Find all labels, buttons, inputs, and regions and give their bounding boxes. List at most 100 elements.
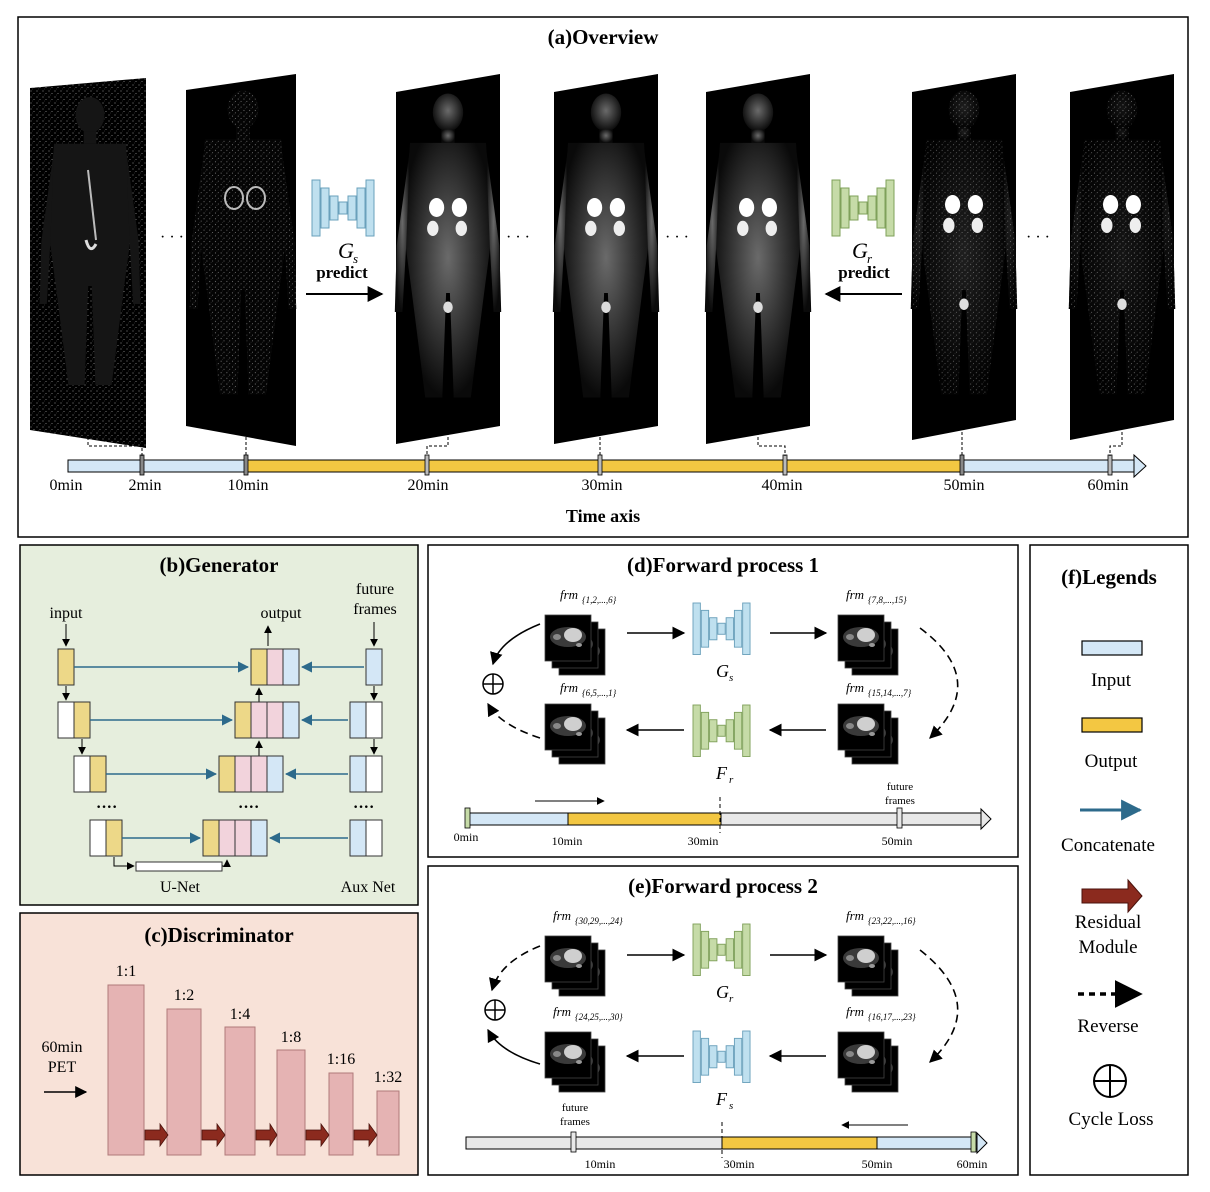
legend-residual-arrow — [1081, 878, 1143, 914]
gr-sub: r — [867, 251, 873, 266]
pet-image-3 — [552, 74, 660, 444]
legend-reverse-label: Reverse — [1077, 1016, 1138, 1037]
fwd2-tick-10min: 10min — [585, 1157, 616, 1171]
fwd1-arrows — [487, 623, 959, 739]
pet-image-5 — [910, 74, 1018, 440]
gen-future-label-1: future — [356, 581, 394, 598]
tick-20min: 20min — [408, 477, 449, 494]
ellipsis-1: · · · — [160, 229, 184, 246]
fwd2-frm-tl-sub: {30,29,...,24} — [575, 916, 623, 926]
discriminator-bars — [107, 984, 400, 1156]
fwd2-bottom-net-sub: s — [729, 1100, 733, 1112]
fwd1-frm-tl-prefix: frm — [560, 587, 578, 602]
aux-net-label: Aux Net — [341, 879, 396, 896]
legend-concatenate-label: Concatenate — [1061, 835, 1155, 856]
fwd2-future-1: future — [562, 1102, 588, 1114]
gen-dots-mid: ···· — [238, 799, 259, 816]
legend-cycle-loss-icon — [1093, 1064, 1127, 1098]
ellipsis-4: · · · — [1026, 229, 1050, 246]
tick-60min: 60min — [1088, 477, 1129, 494]
fwd1-cycle-loss-icon — [482, 673, 504, 695]
pet-image-6 — [1068, 74, 1176, 440]
gen-dots-left: ···· — [96, 799, 117, 816]
fwd2-bottom-net-label: F — [715, 1089, 728, 1109]
fwd1-frm-bl-sub: {6,5,...,1} — [582, 688, 617, 698]
discriminator-title: (c)Discriminator — [144, 923, 293, 947]
fwd1-frm-br-sub: {15,14,...,7} — [868, 688, 912, 698]
scale-1-1: 1:1 — [116, 963, 136, 980]
fwd2-timeline — [465, 1121, 988, 1158]
fwd1-tick-30min: 30min — [688, 834, 719, 848]
fwd1-stack-bottom-left — [545, 704, 605, 764]
tick-30min: 30min — [582, 477, 623, 494]
fwd1-frm-tr-prefix: frm — [846, 587, 864, 602]
pet-image-0 — [30, 78, 146, 448]
fwd2-frm-br-sub: {16,17,...,23} — [868, 1012, 916, 1022]
legend-input-swatch — [1081, 640, 1143, 656]
overview-title: (a)Overview — [548, 25, 660, 49]
fwd2-future-2: frames — [560, 1116, 590, 1128]
gen-dots-right: ···· — [353, 799, 374, 816]
unet-label: U-Net — [160, 879, 201, 896]
gs-sub: s — [353, 251, 358, 266]
fwd1-future-2: frames — [885, 795, 915, 807]
fwd1-stack-top-right — [838, 615, 898, 675]
legend-residual-label-2: Module — [1078, 937, 1137, 958]
fwd2-frm-bl-prefix: frm — [553, 1004, 571, 1019]
fwd2-top-net-sub: r — [729, 993, 734, 1005]
predict-right-label: predict — [838, 263, 890, 282]
generator-diagram — [57, 622, 383, 872]
tick-40min: 40min — [762, 477, 803, 494]
fwd1-frm-bl-prefix: frm — [560, 680, 578, 695]
gen-input-label: input — [50, 605, 83, 622]
fwd2-stack-bottom-left — [545, 1032, 605, 1092]
forward1-panel — [427, 544, 1019, 858]
gs-label: G — [338, 238, 354, 263]
fwd2-frm-br-prefix: frm — [846, 1004, 864, 1019]
gr-label: G — [852, 238, 868, 263]
fwd1-future-1: future — [887, 781, 913, 793]
fwd2-tick-50min: 50min — [862, 1157, 893, 1171]
fwd1-top-net-sub: s — [729, 672, 733, 684]
predict-left-label: predict — [316, 263, 368, 282]
residual-arrows — [144, 1122, 378, 1148]
fwd2-tick-60min: 60min — [957, 1157, 988, 1171]
pet-image-1 — [186, 74, 297, 446]
fwd1-frm-br-prefix: frm — [846, 680, 864, 695]
legend-output-swatch — [1081, 717, 1143, 733]
pet-image-4 — [704, 74, 812, 444]
fwd2-frm-tl-prefix: frm — [553, 908, 571, 923]
fwd1-top-net-label: G — [716, 661, 729, 681]
disc-input-label-2: PET — [48, 1059, 77, 1076]
ellipsis-2: · · · — [506, 229, 530, 246]
fwd2-frm-tr-sub: {23,22,...,16} — [868, 916, 916, 926]
tick-0min: 0min — [50, 477, 83, 494]
scale-1-16: 1:16 — [327, 1051, 355, 1068]
time-axis-label: Time axis — [566, 506, 640, 526]
legend-output-label: Output — [1085, 751, 1139, 772]
gen-output-label: output — [261, 605, 302, 622]
fwd2-frm-tr-prefix: frm — [846, 908, 864, 923]
pet-image-2 — [394, 74, 502, 444]
forward2-title: (e)Forward process 2 — [628, 874, 818, 898]
fwd2-frm-bl-sub: {24,25,...,30} — [575, 1012, 623, 1022]
fwd1-stack-top-left — [545, 615, 605, 675]
fwd1-stack-bottom-right — [838, 704, 898, 764]
forward1-title: (d)Forward process 1 — [627, 553, 819, 577]
scale-1-32: 1:32 — [374, 1069, 402, 1086]
fwd2-stack-bottom-right — [838, 1032, 898, 1092]
scale-1-8: 1:8 — [281, 1029, 301, 1046]
fwd2-tick-30min: 30min — [724, 1157, 755, 1171]
generator-title: (b)Generator — [160, 553, 279, 577]
fwd1-frm-tr-sub: {7,8,...,15} — [868, 595, 907, 605]
fwd1-tick-50min: 50min — [882, 834, 913, 848]
fwd2-cycle-loss-icon — [484, 999, 506, 1021]
scale-1-2: 1:2 — [174, 987, 194, 1004]
fwd1-bottom-net-label: F — [715, 763, 728, 783]
fwd2-stack-top-right — [838, 936, 898, 996]
fwd2-top-net-label: G — [716, 982, 729, 1002]
tick-2min: 2min — [129, 477, 162, 494]
fwd1-bottom-net-sub: r — [729, 774, 734, 786]
forward2-panel — [427, 865, 1019, 1176]
